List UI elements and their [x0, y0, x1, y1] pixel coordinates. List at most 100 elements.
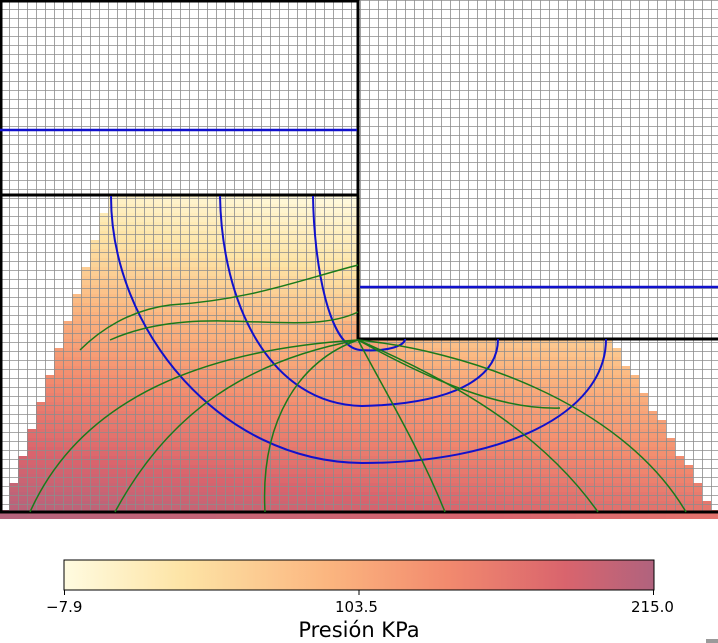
pressure-cell	[63, 429, 72, 438]
pressure-cell	[243, 312, 252, 321]
pressure-cell	[63, 501, 72, 510]
pressure-cell	[612, 393, 621, 402]
pressure-cell	[324, 321, 333, 330]
pressure-cell	[531, 465, 540, 474]
pressure-cell	[549, 429, 558, 438]
pressure-cell	[387, 384, 396, 393]
pressure-cell	[513, 474, 522, 483]
pressure-cell	[198, 420, 207, 429]
pressure-cell	[468, 456, 477, 465]
pressure-cell	[423, 420, 432, 429]
pressure-cell	[540, 510, 549, 519]
pressure-cell	[135, 231, 144, 240]
pressure-cell	[72, 330, 81, 339]
pressure-cell	[306, 483, 315, 492]
flow-line	[114, 339, 359, 513]
pressure-cell	[198, 510, 207, 519]
pressure-cell	[441, 510, 450, 519]
pressure-cell	[90, 510, 99, 519]
pressure-cell	[441, 339, 450, 348]
pressure-cell	[153, 501, 162, 510]
pressure-cell	[279, 420, 288, 429]
pressure-cell	[342, 267, 351, 276]
pressure-cell	[189, 294, 198, 303]
pressure-cell	[558, 348, 567, 357]
pressure-cell	[477, 483, 486, 492]
pressure-cell	[126, 492, 135, 501]
pressure-cell	[657, 510, 666, 519]
pressure-cell	[45, 474, 54, 483]
pressure-cell	[315, 195, 324, 204]
pressure-cell	[90, 366, 99, 375]
pressure-cell	[621, 402, 630, 411]
pressure-cell	[81, 402, 90, 411]
pressure-cell	[486, 339, 495, 348]
pressure-cell	[486, 438, 495, 447]
pressure-cell	[72, 483, 81, 492]
pressure-cell	[225, 204, 234, 213]
pressure-cell	[306, 330, 315, 339]
pressure-cell	[99, 348, 108, 357]
pressure-cell	[81, 393, 90, 402]
pressure-cell	[225, 384, 234, 393]
pressure-cell	[189, 492, 198, 501]
pressure-cell	[198, 276, 207, 285]
pressure-cell	[225, 195, 234, 204]
pressure-cell	[162, 267, 171, 276]
pressure-cell	[72, 375, 81, 384]
pressure-cell	[81, 483, 90, 492]
pressure-cell	[144, 402, 153, 411]
pressure-cell	[180, 420, 189, 429]
pressure-cell	[360, 456, 369, 465]
pressure-cell	[162, 483, 171, 492]
pressure-cell	[252, 222, 261, 231]
pressure-cell	[63, 483, 72, 492]
pressure-cell	[495, 438, 504, 447]
pressure-cell	[342, 321, 351, 330]
pressure-cell	[603, 393, 612, 402]
pressure-cell	[522, 447, 531, 456]
pressure-cell	[144, 384, 153, 393]
pressure-cell	[621, 366, 630, 375]
pressure-cell	[216, 222, 225, 231]
pressure-cell	[333, 249, 342, 258]
pressure-cell	[81, 294, 90, 303]
pressure-cell	[396, 411, 405, 420]
pressure-cell	[144, 213, 153, 222]
pressure-cell	[99, 303, 108, 312]
pressure-cell	[99, 330, 108, 339]
pressure-cell	[405, 348, 414, 357]
pressure-cell	[405, 384, 414, 393]
pressure-cell	[162, 420, 171, 429]
colorbar	[63, 559, 655, 591]
flow-line	[357, 339, 599, 513]
pressure-cell	[567, 447, 576, 456]
pressure-cell	[90, 321, 99, 330]
pressure-cell	[306, 393, 315, 402]
pressure-cell	[144, 447, 153, 456]
pressure-cell	[441, 501, 450, 510]
pressure-cell	[81, 474, 90, 483]
pressure-cell	[540, 501, 549, 510]
pressure-cell	[342, 393, 351, 402]
pressure-cell	[207, 501, 216, 510]
pressure-cell	[351, 510, 360, 519]
pressure-cell	[45, 384, 54, 393]
pressure-cell	[432, 357, 441, 366]
pressure-cell	[405, 465, 414, 474]
pressure-cell	[603, 411, 612, 420]
pressure-cell	[189, 456, 198, 465]
pressure-cell	[288, 384, 297, 393]
pressure-cell	[162, 384, 171, 393]
pressure-cell	[162, 312, 171, 321]
pressure-cell	[135, 483, 144, 492]
pressure-cell	[63, 366, 72, 375]
pressure-cell	[414, 402, 423, 411]
pressure-cell	[324, 474, 333, 483]
pressure-cell	[612, 348, 621, 357]
pressure-cell	[468, 429, 477, 438]
pressure-cell	[621, 465, 630, 474]
pressure-cell	[405, 339, 414, 348]
pressure-cell	[675, 465, 684, 474]
pressure-cell	[90, 375, 99, 384]
